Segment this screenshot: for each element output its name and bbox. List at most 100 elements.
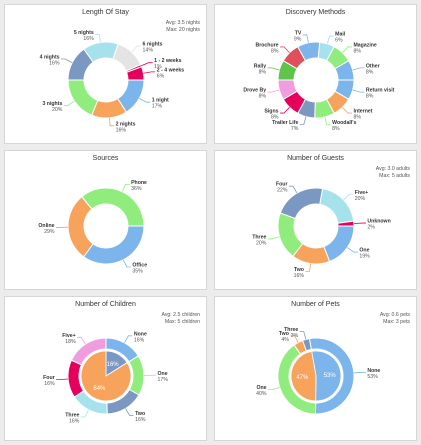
- connector-3-nights: [63, 100, 75, 107]
- label-rally: Rally: [254, 63, 267, 69]
- slice-2-4-weeks[interactable]: [125, 66, 145, 81]
- value-2-nights: 16%: [116, 127, 127, 133]
- value-four: 22%: [277, 188, 288, 194]
- value-internet: 8%: [353, 115, 361, 121]
- label-three: Three: [284, 327, 298, 333]
- value-three: 16%: [69, 418, 80, 424]
- connector-three: [299, 331, 307, 340]
- connector-trailer-life: [299, 116, 307, 125]
- value-one: 17%: [157, 377, 168, 383]
- number-of-pets-card: Number of Pets Avg: 0.6 pets Max: 3 pets…: [214, 296, 417, 441]
- connector-one: [268, 386, 280, 391]
- label-4-nights: 4 nights: [40, 54, 60, 60]
- label-none: None: [367, 368, 380, 374]
- connector-woodall-s: [324, 116, 331, 126]
- label-one: One: [359, 248, 369, 254]
- connector-magazine: [342, 46, 352, 53]
- label-phone: Phone: [131, 180, 147, 186]
- label-internet: Internet: [353, 109, 372, 115]
- slice-five[interactable]: [319, 187, 355, 224]
- value-4-nights: 16%: [49, 60, 60, 66]
- connector-2-4-weeks: [143, 71, 156, 74]
- connector-mail: [326, 35, 334, 44]
- slice-other[interactable]: [334, 59, 355, 81]
- value-2-4-weeks: 6%: [157, 73, 165, 79]
- label-1-2-weeks: 1 - 2 weeks: [154, 58, 182, 64]
- slice-five[interactable]: [70, 337, 107, 366]
- chart-stats: Avg: 3.0 adults Max: 5 adults: [376, 166, 410, 179]
- value-five: 18%: [65, 339, 76, 345]
- connector-three: [80, 409, 89, 418]
- value-trailer-life: 7%: [291, 126, 299, 132]
- label-none: None: [134, 331, 147, 337]
- connector-one: [347, 247, 358, 253]
- chart-stats: Avg: 3.5 nights Max: 20 nights: [166, 20, 200, 33]
- slice-one[interactable]: [323, 225, 355, 263]
- connector-none: [353, 371, 366, 374]
- value-online: 29%: [44, 229, 55, 235]
- label-brochure: Brochure: [255, 42, 278, 48]
- connector-signs: [280, 107, 290, 114]
- value-magazine: 8%: [353, 48, 361, 54]
- value-two: 16%: [294, 273, 305, 279]
- label-office: Office: [132, 262, 147, 268]
- label-two: Two: [294, 267, 304, 273]
- value-one: 40%: [256, 391, 267, 397]
- chart-title: Discovery Methods: [285, 9, 346, 16]
- label-two: Two: [135, 411, 145, 417]
- number-of-guests-card: Number of Guests Avg: 3.0 adults Max: 5 …: [214, 150, 417, 290]
- connector-unknown: [353, 222, 366, 224]
- number-of-children-chart: None16%One17%Two16%Three16%Four16%Five+1…: [43, 331, 168, 424]
- chart-title: Number of Guests: [287, 155, 344, 162]
- connector-6-nights: [131, 45, 142, 53]
- value-other: 8%: [366, 69, 374, 75]
- label-2-nights: 2 nights: [116, 121, 136, 127]
- label-five: Five+: [355, 190, 368, 196]
- label-2-4-weeks: 2 - 4 weeks: [157, 67, 185, 73]
- value-3-nights: 20%: [52, 107, 63, 113]
- connector-other: [352, 67, 365, 71]
- value-three: 3%: [291, 333, 299, 339]
- stat-max: Max: 3 pets: [383, 318, 410, 325]
- label-6-nights: 6 nights: [143, 42, 163, 48]
- label-mail: Mail: [335, 32, 346, 38]
- stat-max: Max: 5 children: [164, 318, 200, 325]
- inner-value-1: 47%: [296, 375, 309, 381]
- label-tv: TV: [295, 30, 302, 36]
- connector-two: [305, 263, 311, 272]
- connector-office: [122, 259, 131, 268]
- slice-phone[interactable]: [81, 187, 145, 227]
- value-brochure: 8%: [271, 48, 279, 54]
- connector-1-night: [139, 97, 151, 103]
- value-four: 16%: [44, 381, 55, 387]
- label-1-night: 1 night: [152, 98, 169, 104]
- slice-3-nights[interactable]: [67, 79, 99, 116]
- connector-five: [343, 193, 354, 201]
- connector-drove-by: [267, 89, 280, 93]
- label-five: Five+: [62, 333, 75, 339]
- connector-phone: [121, 183, 130, 192]
- number-of-children-card: Number of Children Avg: 2.5 children Max…: [4, 296, 207, 441]
- inner-slice-1[interactable]: [80, 350, 132, 402]
- inner-slice-1[interactable]: [290, 350, 317, 402]
- value-6-nights: 14%: [143, 48, 154, 54]
- connector-two: [125, 408, 134, 416]
- chart-title: Length Of Stay: [82, 9, 129, 16]
- value-phone: 36%: [131, 186, 142, 192]
- inner-value-1: 84%: [93, 386, 106, 392]
- connector-return-visit: [352, 89, 365, 93]
- value-rally: 8%: [259, 69, 267, 75]
- value-office: 35%: [132, 268, 143, 274]
- stat-avg: Avg: 3.0 adults: [375, 166, 410, 172]
- value-1-2-weeks: 1%: [154, 64, 162, 70]
- connector-tv: [302, 34, 309, 43]
- connector-five: [77, 336, 86, 345]
- slice-three[interactable]: [301, 337, 312, 352]
- stat-max: Max: 5 adults: [379, 172, 410, 179]
- slice-unknown[interactable]: [337, 220, 355, 227]
- inner-slice-0[interactable]: [311, 350, 342, 402]
- value-5-nights: 16%: [83, 36, 94, 42]
